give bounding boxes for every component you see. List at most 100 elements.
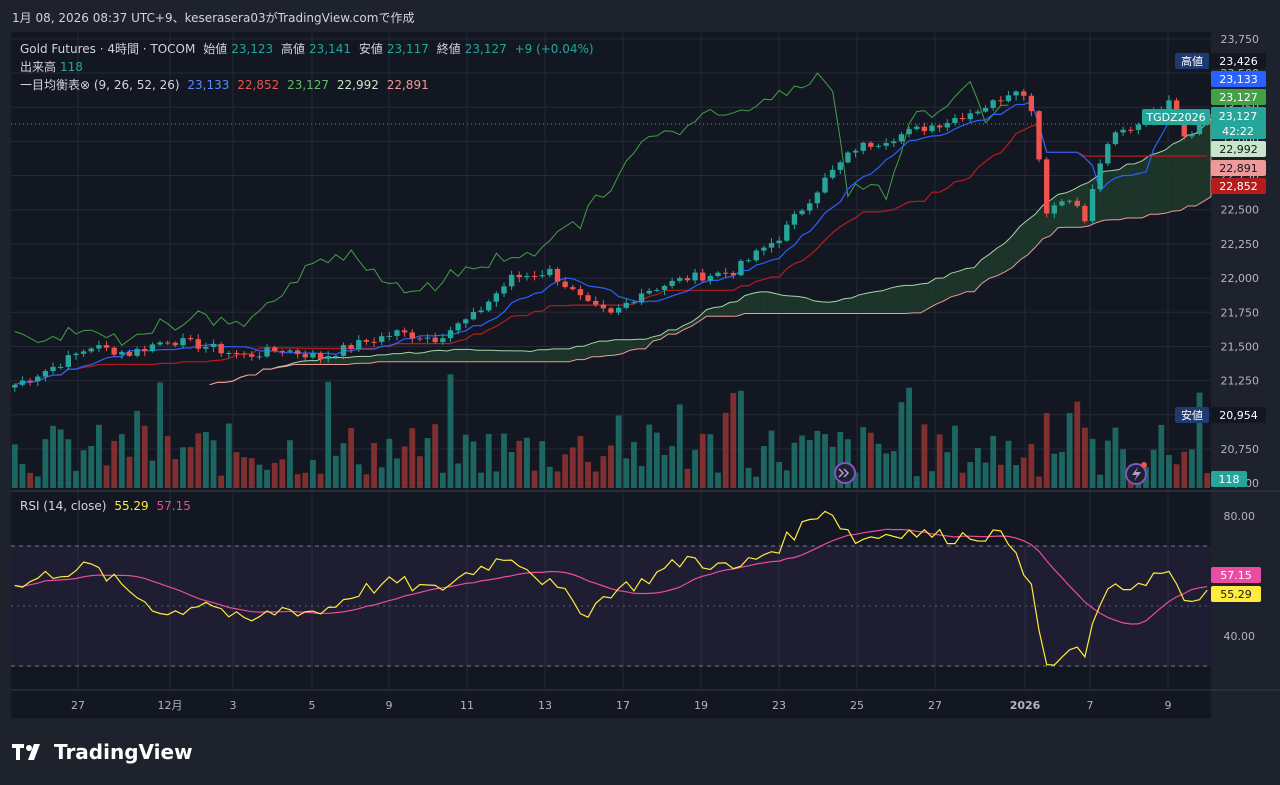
candle — [921, 122, 928, 136]
candle-series — [12, 89, 1210, 392]
candle — [646, 288, 652, 295]
candle-body — [829, 169, 836, 178]
cloud-segment — [1004, 235, 1013, 273]
candle — [929, 122, 935, 134]
candle-body — [715, 272, 721, 277]
ichimoku-kijun — [14, 124, 1208, 386]
volume-bar — [1166, 455, 1172, 488]
kijun-badge-text: 22,852 — [1219, 180, 1258, 193]
candle — [218, 341, 224, 358]
volume-bar — [210, 440, 217, 488]
legend-ich-chikou: 23,127 — [287, 78, 330, 92]
cloud-segment — [1134, 160, 1143, 218]
candle-body — [149, 344, 156, 352]
chikou-badge: 23,127 — [1211, 89, 1266, 105]
candle — [356, 335, 362, 353]
volume-bar — [287, 440, 293, 488]
volume-bar — [256, 464, 263, 488]
time-tick-label: 19 — [694, 699, 708, 712]
volume-bar — [203, 432, 209, 488]
legend-symbol[interactable]: Gold Futures · 4時間 · TOCOM — [20, 42, 196, 56]
candle-body — [524, 275, 530, 278]
rsi-ma-badge-bg — [1211, 567, 1261, 583]
cloud-segment — [920, 283, 929, 313]
alert-lightning-icon[interactable] — [1125, 462, 1147, 485]
candle — [371, 337, 377, 347]
candle-body — [1120, 129, 1126, 133]
high-value-badge-text: 23,426 — [1219, 55, 1258, 68]
cloud-segment — [385, 353, 394, 362]
volume-badge: 118 — [1211, 471, 1247, 487]
volume-bar — [432, 424, 439, 488]
candle — [944, 119, 950, 132]
candle — [524, 272, 530, 281]
candle — [470, 307, 477, 321]
candle-body — [730, 272, 736, 276]
candle — [241, 351, 247, 359]
last-price-badge: 23,127 42:22 — [1211, 107, 1266, 139]
volume-bar — [906, 387, 912, 488]
legend-rsi-label[interactable]: RSI (14, close) — [20, 499, 107, 513]
legend-open-label: 始値 — [203, 42, 228, 56]
cloud-segment — [377, 354, 386, 362]
low-label-tag-bg — [1175, 407, 1209, 423]
candle — [272, 345, 278, 353]
volume-bar — [776, 461, 783, 488]
volume-bar — [439, 472, 446, 488]
candle-body — [822, 177, 828, 193]
candle — [715, 271, 721, 278]
price-tick-label: 21,250 — [1221, 375, 1260, 388]
candle-body — [998, 100, 1004, 102]
tradingview-logo[interactable]: TradingView — [12, 740, 193, 764]
candle-body — [195, 339, 201, 349]
cloud-segment — [1165, 143, 1173, 214]
candle-body — [593, 300, 599, 305]
candle-body — [1089, 188, 1096, 222]
candle-body — [684, 278, 691, 281]
candle-body — [157, 342, 163, 345]
volume-bar — [478, 472, 484, 488]
candle-body — [516, 274, 522, 278]
cloud-segment — [966, 267, 975, 292]
legend-volume-label[interactable]: 出来高 — [20, 60, 57, 74]
candle — [134, 346, 140, 358]
low-value-badge: 20,954 — [1211, 407, 1266, 423]
tradingview-logo-icon — [12, 744, 40, 760]
cloud-segment — [668, 329, 676, 335]
candle-body — [478, 310, 484, 313]
cloud-segment — [1035, 205, 1043, 248]
candle-body — [1128, 129, 1134, 131]
volume-bar — [187, 447, 194, 488]
candle-body — [463, 319, 469, 324]
volume-bar — [371, 442, 377, 488]
candle — [1089, 184, 1096, 224]
volume-bar — [669, 446, 676, 488]
volume-bar — [11, 444, 18, 488]
candle-body — [868, 142, 874, 147]
kijun-badge: 22,852 — [1211, 178, 1266, 194]
cloud-segment — [706, 307, 715, 317]
rsi-badge-text: 55.29 — [1220, 588, 1252, 601]
volume-bar — [890, 451, 897, 488]
jump-to-realtime-icon[interactable] — [834, 462, 856, 484]
volume-bar — [218, 475, 225, 488]
volume-bar — [88, 445, 95, 488]
candle-body — [929, 125, 935, 132]
candle-body — [661, 285, 668, 290]
candle — [508, 270, 515, 291]
legend-ich-spana: 22,891 — [386, 78, 429, 92]
candle — [898, 131, 905, 144]
time-tick-label: 9 — [1165, 699, 1172, 712]
volume-bar — [34, 476, 41, 488]
candle — [1043, 157, 1050, 218]
price-tick-label: 22,250 — [1221, 238, 1260, 251]
legend-rsi-ma: 57.15 — [156, 499, 191, 513]
volume-bar — [615, 415, 622, 488]
volume-bar — [1158, 424, 1165, 488]
legend-ichimoku-label[interactable]: 一目均衡表⊗ (9, 26, 52, 26) — [20, 78, 180, 92]
price-tick-label: 20,750 — [1221, 443, 1260, 456]
volume-bar — [860, 427, 867, 488]
cloud-segment — [981, 254, 990, 284]
legend-low: 23,117 — [386, 42, 429, 56]
